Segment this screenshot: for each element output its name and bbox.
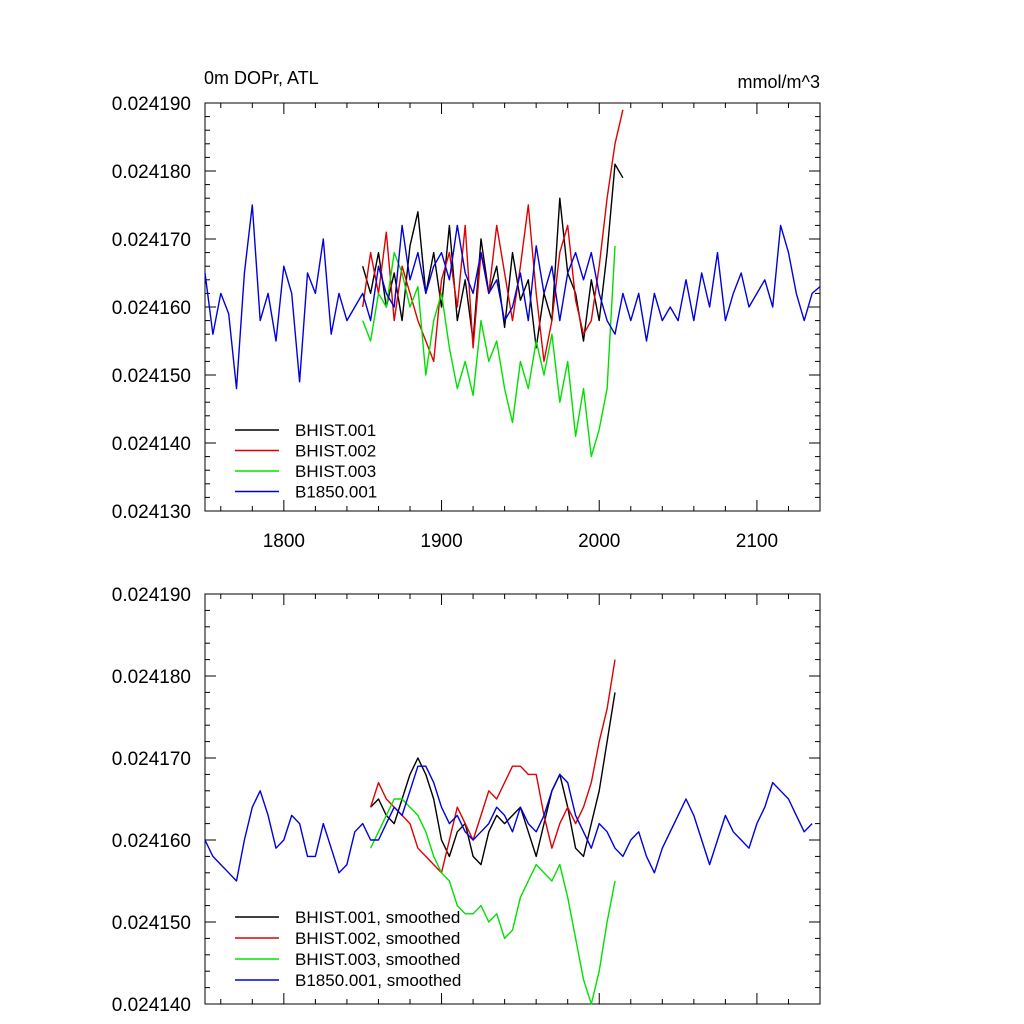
y-tick-label: 0.024150 bbox=[112, 366, 191, 387]
chart-units: mmol/m^3 bbox=[738, 72, 820, 92]
x-tick-label: 1800 bbox=[263, 531, 305, 552]
y-tick-label: 0.024170 bbox=[112, 230, 191, 251]
y-tick-label: 0.024130 bbox=[112, 502, 191, 523]
series-line-bhist-002 bbox=[362, 109, 624, 363]
series-line-bhist-001 bbox=[370, 692, 616, 866]
x-tick-label: 2100 bbox=[736, 531, 778, 552]
y-tick-label: 0.024170 bbox=[112, 749, 191, 770]
legend-label-bhist-003: BHIST.003 bbox=[295, 462, 376, 481]
y-tick-label: 0.024160 bbox=[112, 298, 191, 319]
top-panel: 0m DOPr, ATL mmol/m^3 1800 1900 2000 2100 0.… bbox=[112, 68, 821, 552]
y-tick-label: 0.024190 bbox=[112, 585, 191, 606]
bottom-panel: 0.024140 0.024150 0.024160 0.024170 0.024180… bbox=[112, 585, 821, 1016]
series-line-b1850-001 bbox=[204, 204, 821, 390]
legend-label-b1850-001: B1850.001, smoothed bbox=[295, 971, 461, 990]
y-tick-label: 0.024160 bbox=[112, 831, 191, 852]
y-tick-label: 0.024180 bbox=[112, 667, 191, 688]
legend-label-bhist-003: BHIST.003, smoothed bbox=[295, 950, 460, 969]
bottom-plot-frame bbox=[204, 593, 821, 1005]
series-line-b1850-001 bbox=[204, 765, 813, 882]
chart-title: 0m DOPr, ATL bbox=[204, 68, 319, 88]
legend-label-bhist-001: BHIST.001, smoothed bbox=[295, 908, 460, 927]
x-tick-label: 2000 bbox=[578, 531, 620, 552]
series-line-bhist-003 bbox=[362, 245, 616, 458]
series-line-bhist-002 bbox=[369, 659, 616, 874]
y-tick-label: 0.024150 bbox=[112, 913, 191, 934]
legend-label-bhist-001: BHIST.001 bbox=[295, 421, 376, 440]
legend-label-bhist-002: BHIST.002 bbox=[295, 442, 376, 461]
y-tick-label: 0.024140 bbox=[112, 995, 191, 1016]
y-tick-label: 0.024190 bbox=[112, 94, 191, 115]
series-line-bhist-003 bbox=[369, 798, 616, 1005]
x-tick-label: 1900 bbox=[420, 531, 462, 552]
y-tick-label: 0.024180 bbox=[112, 162, 191, 183]
y-tick-label: 0.024140 bbox=[112, 434, 191, 455]
legend-label-b1850-001: B1850.001 bbox=[295, 483, 377, 502]
legend-label-bhist-002: BHIST.002, smoothed bbox=[295, 929, 460, 948]
